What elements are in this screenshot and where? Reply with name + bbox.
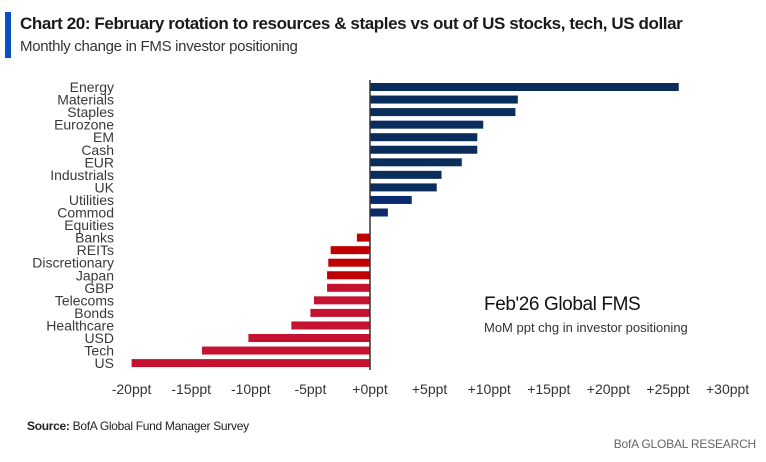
x-tick-label: +0ppt [352, 381, 388, 397]
bar-us [131, 359, 370, 368]
x-tick-label: +25ppt [646, 381, 689, 397]
chart-subtitle: Monthly change in FMS investor positioni… [20, 38, 298, 55]
title-accent-bar [5, 12, 11, 58]
category-label-eurozone: Eurozone [54, 117, 114, 133]
bars-group [131, 83, 679, 368]
bar-cash [370, 145, 478, 154]
bar-reits [330, 246, 370, 255]
bar-eurozone [370, 120, 484, 129]
category-label-banks: Banks [75, 230, 114, 246]
annotation-subtitle: MoM ppt chg in investor positioning [484, 320, 688, 335]
x-tick-label: +30ppt [706, 381, 749, 397]
category-label-cash: Cash [81, 142, 114, 158]
category-label-uk: UK [95, 179, 115, 195]
category-label-gbp: GBP [84, 280, 114, 296]
category-label-japan: Japan [76, 267, 114, 283]
bar-commod [370, 208, 388, 217]
bar-utilities [370, 195, 412, 204]
category-labels-group: EnergyMaterialsStaplesEurozoneEMCashEURI… [32, 79, 114, 371]
bar-banks [356, 233, 370, 242]
bar-japan [327, 271, 370, 280]
category-label-reits: REITs [77, 242, 114, 258]
bar-tech [201, 346, 370, 355]
bar-uk [370, 183, 437, 192]
category-label-equities: Equities [64, 217, 114, 233]
category-label-energy: Energy [70, 79, 114, 95]
bar-industrials [370, 170, 442, 179]
x-tick-label: -20ppt [112, 381, 152, 397]
chart-title: Chart 20: February rotation to resources… [20, 14, 683, 33]
category-label-utilities: Utilities [69, 192, 114, 208]
x-tick-label: -5ppt [294, 381, 326, 397]
brand-footer: BofA GLOBAL RESEARCH [613, 437, 756, 451]
bar-bonds [310, 308, 370, 317]
bar-usd [248, 334, 370, 342]
category-label-bonds: Bonds [74, 305, 114, 321]
category-label-discretionary: Discretionary [32, 255, 114, 271]
x-tick-label: -15ppt [171, 381, 211, 397]
category-label-eur: EUR [84, 154, 114, 170]
category-label-em: EM [93, 129, 114, 145]
bar-discretionary [328, 258, 370, 267]
bar-eur [370, 158, 462, 167]
category-label-materials: Materials [57, 92, 114, 108]
source-label: Source: [27, 419, 70, 433]
category-label-staples: Staples [67, 104, 114, 120]
category-label-us: US [95, 355, 114, 371]
category-label-commod: Commod [57, 205, 114, 221]
x-axis-ticks-group: -20ppt -15ppt -10ppt -5ppt +0ppt +5ppt +10ppt +… [112, 381, 750, 397]
bar-em [370, 133, 478, 142]
category-label-telecoms: Telecoms [55, 292, 114, 308]
bar-gbp [327, 283, 370, 292]
category-label-industrials: Industrials [50, 167, 114, 183]
bar-materials [370, 95, 518, 104]
category-label-tech: Tech [84, 343, 114, 359]
x-tick-label: -10ppt [231, 381, 271, 397]
x-tick-label: +20ppt [587, 381, 630, 397]
source-note: Source: BofA Global Fund Manager Survey [27, 419, 249, 433]
annotation-title: Feb'26 Global FMS [484, 294, 641, 315]
source-text: BofA Global Fund Manager Survey [72, 419, 249, 433]
bar-energy [370, 83, 679, 91]
x-tick-label: +15ppt [527, 381, 570, 397]
bar-telecoms [313, 296, 370, 305]
x-tick-label: +10ppt [468, 381, 511, 397]
bar-healthcare [291, 321, 370, 330]
category-label-healthcare: Healthcare [46, 317, 114, 333]
bar-staples [370, 108, 516, 117]
x-tick-label: +5ppt [412, 381, 448, 397]
category-label-usd: USD [84, 330, 114, 346]
